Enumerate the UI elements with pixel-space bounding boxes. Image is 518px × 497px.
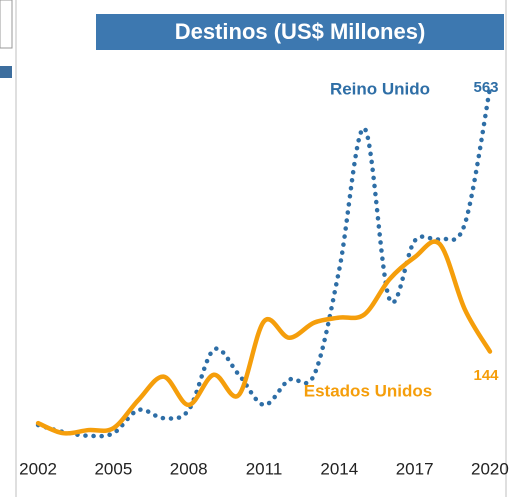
x-tick-label: 2020 [471, 459, 509, 478]
side-panel [0, 0, 13, 49]
series-line [35, 85, 493, 439]
legend-label: Estados Unidos [304, 381, 432, 400]
chart-title: Destinos (US$ Millones) [175, 19, 426, 44]
x-tick-label: 2014 [320, 459, 358, 478]
legend-label: Reino Unido [330, 79, 430, 98]
series-line [35, 239, 493, 436]
x-tick-label: 2005 [94, 459, 132, 478]
side-marker [0, 66, 12, 78]
data-label: 144 [473, 367, 499, 384]
x-tick-label: 2011 [246, 459, 283, 478]
x-tick-label: 2008 [170, 459, 208, 478]
data-label: 563 [473, 79, 498, 96]
title-bar [96, 14, 504, 50]
x-tick-label: 2002 [19, 459, 57, 478]
x-tick-label: 2017 [396, 459, 434, 478]
